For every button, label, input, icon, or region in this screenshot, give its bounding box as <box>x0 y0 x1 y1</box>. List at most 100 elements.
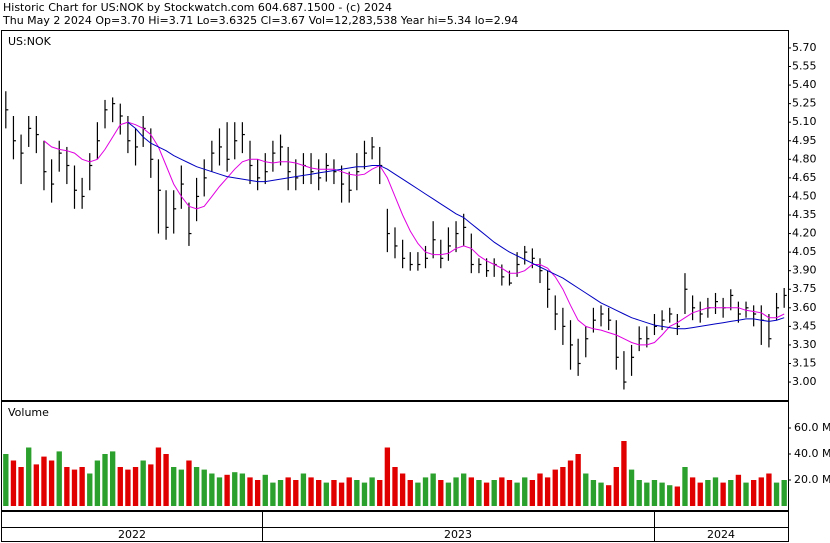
volume-bar <box>422 477 429 506</box>
y-tick-label: 3.60 <box>792 301 817 314</box>
volume-label: Volume <box>8 406 49 419</box>
volume-bar <box>552 469 558 506</box>
volume-bar <box>575 454 581 506</box>
volume-bar <box>644 482 650 506</box>
volume-bar <box>506 480 513 506</box>
volume-bar <box>583 473 589 506</box>
volume-bar <box>193 467 200 506</box>
header-line: Thu May 2 2024 Op=3.70 Hi=3.71 Lo=3.6325… <box>2 14 518 27</box>
year-label: 2022 <box>118 528 146 541</box>
volume-bar <box>560 467 566 506</box>
volume-bar <box>430 473 436 506</box>
volume-bar <box>117 467 123 506</box>
volume-bar <box>171 467 177 506</box>
volume-bar <box>323 482 329 506</box>
volume-bar <box>33 464 40 506</box>
volume-bar <box>48 460 55 506</box>
volume-bar <box>758 477 764 506</box>
y-tick-label: 4.80 <box>792 152 817 165</box>
volume-bar <box>209 473 215 506</box>
volume-bar <box>743 482 749 506</box>
volume-bar <box>10 460 17 506</box>
volume-bar <box>392 467 398 506</box>
volume-bar <box>132 467 139 506</box>
volume-bar <box>728 480 734 506</box>
year-label: 2024 <box>707 528 735 541</box>
volume-bar <box>636 480 642 506</box>
y-tick-label: 4.20 <box>792 227 817 240</box>
y-tick-label: 4.50 <box>792 189 817 202</box>
volume-bar <box>529 480 536 506</box>
volume-bar <box>415 482 421 506</box>
volume-bar <box>537 473 543 506</box>
volume-bar <box>361 482 368 506</box>
volume-bar <box>384 447 391 506</box>
volume-bar <box>438 480 444 506</box>
y-tick-label: 4.65 <box>792 171 817 184</box>
volume-bar <box>216 477 223 506</box>
volume-bar <box>41 456 47 506</box>
volume-bar <box>186 460 192 506</box>
volume-bar <box>224 474 230 506</box>
volume-bar <box>705 480 711 506</box>
moving-average <box>43 121 785 346</box>
volume-bar <box>148 464 154 506</box>
volume-bar <box>316 480 322 506</box>
y-tick-label: 40.0 M <box>794 447 830 460</box>
y-tick-label: 3.00 <box>792 375 817 388</box>
symbol-label: US:NOK <box>8 35 52 48</box>
y-tick-label: 3.45 <box>792 319 817 332</box>
volume-bar <box>476 480 482 506</box>
y-tick-label: 5.10 <box>792 115 817 128</box>
volume-bar <box>499 477 505 506</box>
volume-bar <box>522 477 528 506</box>
y-tick-label: 20.0 M <box>794 473 830 486</box>
volume-bar <box>71 469 78 506</box>
volume-bar <box>468 477 474 506</box>
volume-bar <box>491 480 497 506</box>
volume-bar <box>178 469 185 506</box>
volume-bar <box>689 477 696 506</box>
volume-bar <box>201 469 207 506</box>
volume-bar <box>102 454 108 506</box>
y-tick-label: 3.75 <box>792 282 817 295</box>
volume-bar <box>682 467 688 506</box>
volume-bar <box>445 482 452 506</box>
volume-bar <box>155 447 162 506</box>
volume-bar <box>300 473 307 506</box>
volume-bar <box>720 482 726 506</box>
time-axis <box>1 511 789 542</box>
volume-bar <box>621 441 627 506</box>
volume-bar <box>773 482 780 506</box>
volume-bar <box>667 485 673 506</box>
volume-bar <box>140 460 146 506</box>
volume-bar <box>94 460 101 506</box>
header-line: Historic Chart for US:NOK by Stockwatch.… <box>3 1 392 14</box>
volume-bar <box>605 485 612 506</box>
volume-bar <box>163 454 169 506</box>
year-label: 2023 <box>444 528 472 541</box>
volume-bar <box>735 474 742 506</box>
volume-bar <box>567 460 574 506</box>
y-tick-label: 5.25 <box>792 97 817 110</box>
volume-bar <box>125 469 131 506</box>
volume-bar <box>239 473 246 506</box>
volume-bar <box>277 480 284 506</box>
volume-bar <box>109 451 116 506</box>
y-tick-label: 4.05 <box>792 245 817 258</box>
volume-bar <box>651 480 658 506</box>
volume-bar <box>254 480 261 506</box>
volume-bar <box>407 480 413 506</box>
y-tick-label: 5.70 <box>792 41 817 54</box>
y-tick-label: 5.55 <box>792 60 817 73</box>
volume-bar <box>483 482 490 506</box>
volume-bar <box>369 477 375 506</box>
volume-bar <box>766 473 772 506</box>
volume-bar <box>232 472 238 506</box>
volume-bar <box>64 467 70 506</box>
volume-bar <box>331 480 337 506</box>
volume-bar <box>87 473 93 506</box>
volume-bar <box>453 477 459 506</box>
volume-bar <box>26 447 32 506</box>
